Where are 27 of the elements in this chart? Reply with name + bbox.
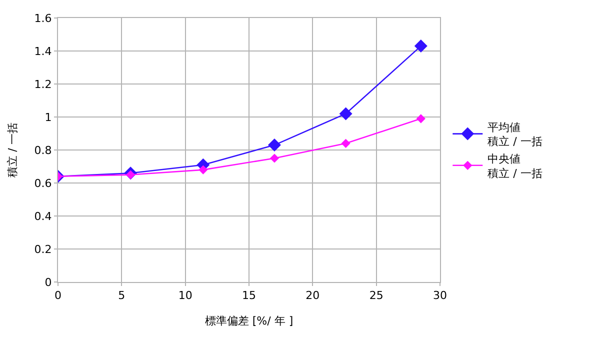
y-tick-label: 0.2 xyxy=(34,242,52,256)
x-tick-label: 15 xyxy=(242,289,256,302)
x-tick-label: 20 xyxy=(306,289,320,302)
point xyxy=(268,138,281,152)
point xyxy=(414,40,428,53)
y-tick-label: 1.2 xyxy=(34,78,52,91)
x-tick-label: 0 xyxy=(54,289,62,302)
y-tick-label: 1.6 xyxy=(34,12,52,25)
legend-label: 平均値積立 / 一括 xyxy=(488,120,542,148)
x-tick-label: 5 xyxy=(118,289,126,302)
point xyxy=(270,154,280,163)
x-tick-label: 30 xyxy=(433,289,447,302)
point xyxy=(339,107,352,120)
legend-label: 中央値積立 / 一括 xyxy=(488,152,542,180)
y-axis-title: 積立 / 一括 xyxy=(6,122,19,178)
y-tick-label: 1.4 xyxy=(34,44,52,58)
point xyxy=(341,138,350,148)
y-tick-label: 0 xyxy=(44,276,52,289)
y-tick-label: 0.8 xyxy=(34,144,52,157)
point xyxy=(416,114,426,124)
x-tick-label: 10 xyxy=(178,289,192,302)
x-tick-label: 25 xyxy=(369,289,384,302)
y-tick-label: 0.6 xyxy=(34,176,52,190)
x-axis-title: 標準偏差 [%/ 年 ] xyxy=(204,314,294,328)
y-tick-label: 1 xyxy=(44,110,52,124)
y-tick-label: 0.4 xyxy=(34,210,52,223)
point xyxy=(198,165,208,174)
